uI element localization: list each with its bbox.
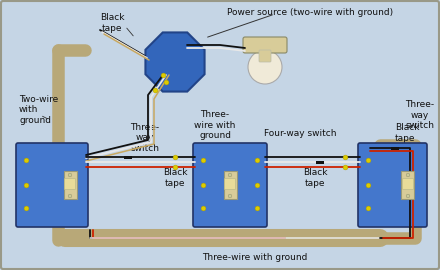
FancyBboxPatch shape: [65, 178, 76, 190]
Text: Black
tape: Black tape: [100, 13, 124, 33]
Text: Three-
way
switch: Three- way switch: [130, 123, 160, 153]
Text: Power source (two-wire with ground): Power source (two-wire with ground): [227, 8, 393, 17]
FancyBboxPatch shape: [224, 178, 235, 190]
Bar: [124, 156, 132, 158]
FancyBboxPatch shape: [16, 143, 88, 227]
Text: Black
tape: Black tape: [303, 168, 327, 188]
Circle shape: [406, 173, 410, 177]
Text: Four-way switch: Four-way switch: [264, 129, 336, 137]
Bar: [316, 160, 324, 164]
FancyBboxPatch shape: [403, 178, 414, 190]
Polygon shape: [146, 32, 205, 92]
FancyBboxPatch shape: [193, 143, 267, 227]
Circle shape: [228, 194, 232, 198]
Circle shape: [228, 173, 232, 177]
Text: Two-wire
with
ground: Two-wire with ground: [19, 95, 58, 125]
Text: Black
tape: Black tape: [395, 123, 419, 143]
Text: Three-
wire with
ground: Three- wire with ground: [194, 110, 236, 140]
Circle shape: [248, 50, 282, 84]
FancyBboxPatch shape: [243, 37, 287, 53]
FancyBboxPatch shape: [358, 143, 427, 227]
Bar: [63, 171, 77, 199]
FancyBboxPatch shape: [259, 50, 271, 62]
Bar: [401, 171, 414, 199]
Circle shape: [68, 173, 72, 177]
Text: Black
tape: Black tape: [163, 168, 187, 188]
Circle shape: [406, 194, 410, 198]
Text: Three-
way
switch: Three- way switch: [405, 100, 435, 130]
Bar: [224, 171, 237, 199]
Text: Three-wire with ground: Three-wire with ground: [202, 254, 308, 262]
Circle shape: [68, 194, 72, 198]
Bar: [391, 147, 399, 150]
